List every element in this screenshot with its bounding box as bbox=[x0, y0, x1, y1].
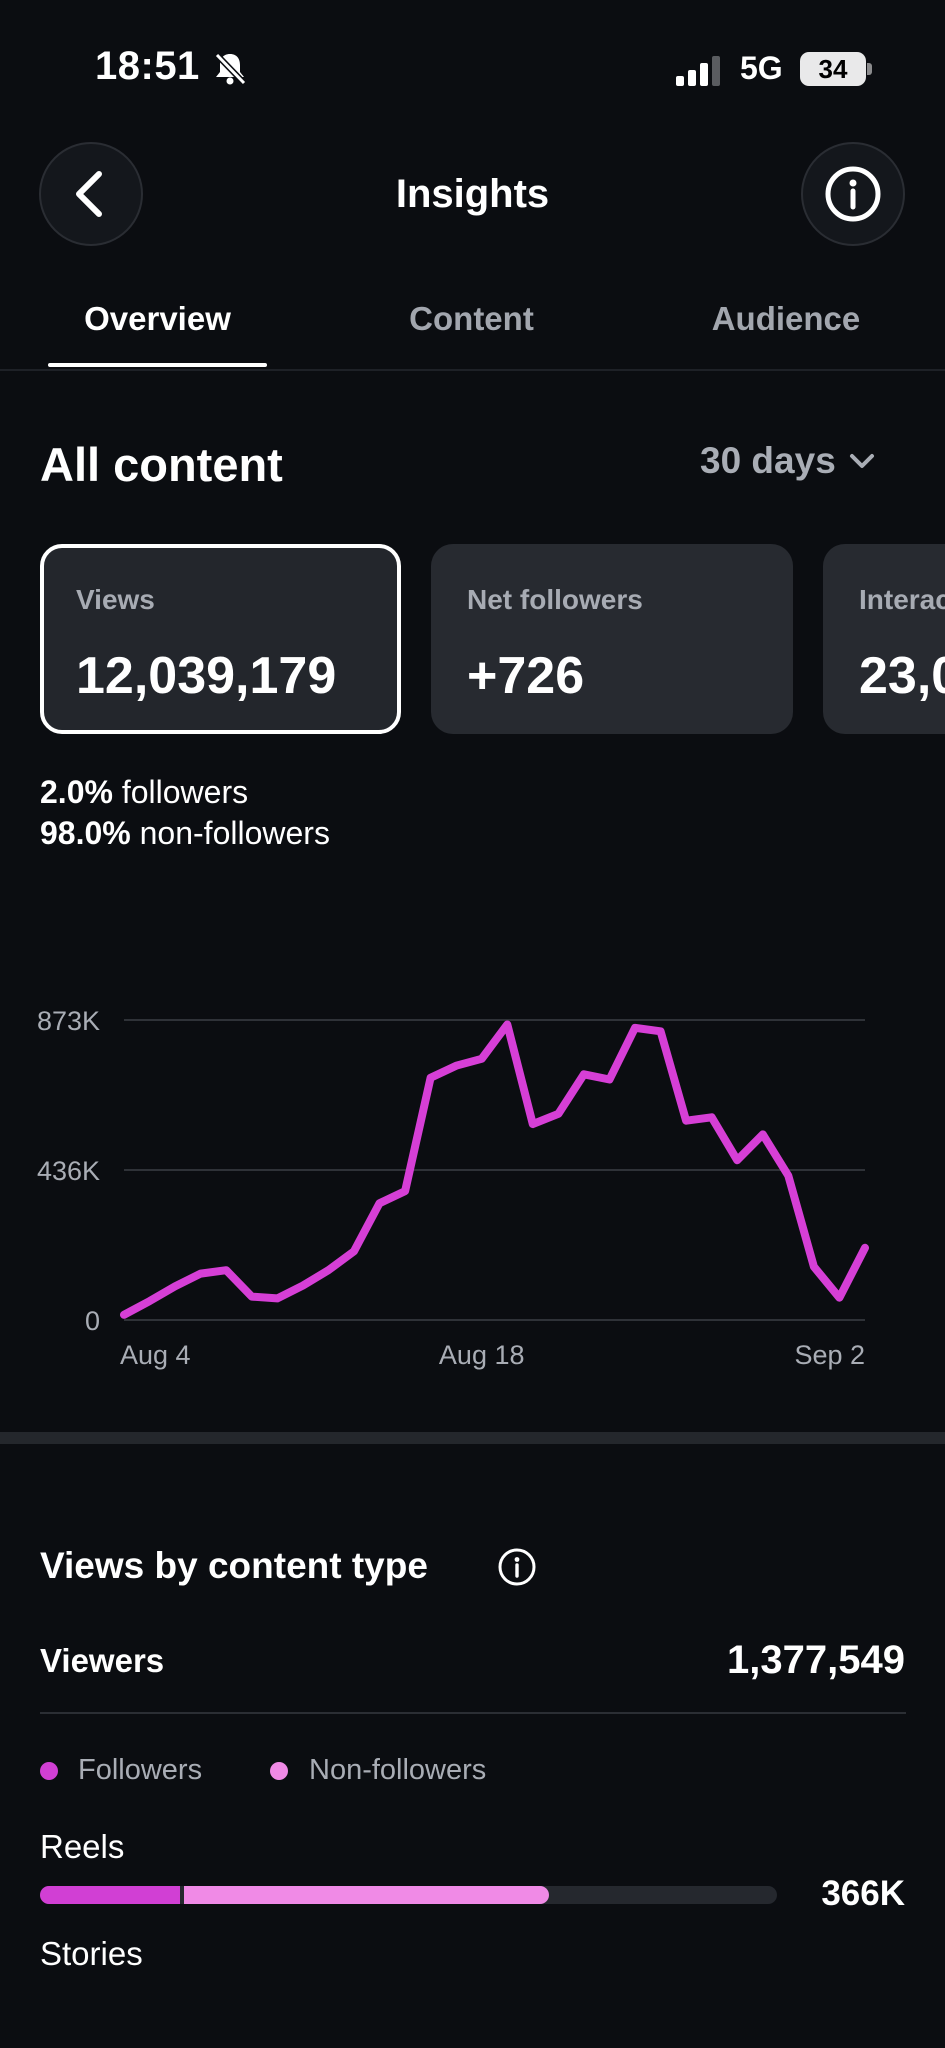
metric-label: Interactions bbox=[859, 584, 945, 615]
battery-tip bbox=[867, 63, 872, 75]
date-range-label: 30 days bbox=[700, 440, 836, 481]
legend-dot-non-followers bbox=[270, 1762, 288, 1780]
back-button[interactable] bbox=[39, 142, 143, 246]
content-type-stories-label: Stories bbox=[40, 1935, 143, 1972]
x-tick-label: Aug 18 bbox=[439, 1340, 525, 1370]
metric-card-views[interactable]: Views 12,039,179 bbox=[40, 544, 401, 734]
reels-value: 366K bbox=[821, 1874, 905, 1913]
date-range-select[interactable]: 30 days bbox=[700, 440, 876, 482]
content-type-reels-label: Reels bbox=[40, 1828, 125, 1865]
info-icon bbox=[825, 166, 881, 222]
views-series-line bbox=[120, 1020, 869, 1319]
metric-card-interactions[interactable]: Interactions 23,0 bbox=[823, 544, 945, 734]
y-tick-label: 873K bbox=[37, 1006, 100, 1036]
tabs-divider bbox=[0, 369, 945, 371]
network-type: 5G bbox=[740, 50, 783, 86]
legend-label-non-followers: Non-followers bbox=[309, 1754, 487, 1786]
section-separator bbox=[0, 1432, 945, 1444]
tab-audience[interactable]: Audience bbox=[711, 300, 861, 337]
section-title: All content bbox=[40, 438, 283, 491]
viewers-label: Viewers bbox=[40, 1642, 165, 1679]
x-tick-label: Aug 4 bbox=[120, 1340, 191, 1370]
x-tick-label: Sep 2 bbox=[794, 1340, 865, 1370]
views-by-content-type-title: Views by content type bbox=[40, 1545, 428, 1586]
chevron-down-icon bbox=[849, 454, 874, 468]
metric-value: 23,0 bbox=[859, 647, 945, 705]
metric-card-net-followers[interactable]: Net followers +726 bbox=[431, 544, 793, 734]
active-tab-indicator bbox=[48, 363, 267, 367]
metric-value: +726 bbox=[467, 647, 585, 705]
legend-label-followers: Followers bbox=[78, 1754, 203, 1786]
info-button[interactable] bbox=[801, 142, 905, 246]
info-icon[interactable] bbox=[497, 1547, 537, 1587]
tab-overview[interactable]: Overview bbox=[84, 300, 231, 337]
metric-value: 12,039,179 bbox=[76, 647, 337, 705]
y-tick-label: 0 bbox=[85, 1306, 100, 1336]
y-tick-label: 436K bbox=[37, 1156, 100, 1186]
reels-bar-non-followers bbox=[184, 1886, 549, 1904]
bell-muted-icon bbox=[214, 52, 247, 86]
followers-split: 2.0% followers bbox=[40, 774, 249, 810]
page-title: Insights bbox=[395, 172, 550, 216]
divider bbox=[40, 1712, 906, 1714]
legend-dot-followers bbox=[40, 1762, 58, 1780]
views-line-chart: 873K 436K 0 Aug 4 Aug 18 Sep 2 bbox=[37, 1006, 869, 1370]
reels-bar-followers bbox=[40, 1886, 181, 1904]
viewers-value: 1,377,549 bbox=[727, 1638, 905, 1682]
metric-label: Net followers bbox=[467, 584, 643, 615]
chevron-left-icon bbox=[76, 171, 102, 217]
metric-label: Views bbox=[76, 584, 155, 615]
non-followers-split: 98.0% non-followers bbox=[40, 815, 330, 851]
cellular-signal-icon bbox=[676, 56, 720, 86]
status-time: 18:51 bbox=[95, 44, 200, 88]
battery-icon: 34 bbox=[800, 52, 866, 86]
tab-content[interactable]: Content bbox=[409, 300, 534, 337]
